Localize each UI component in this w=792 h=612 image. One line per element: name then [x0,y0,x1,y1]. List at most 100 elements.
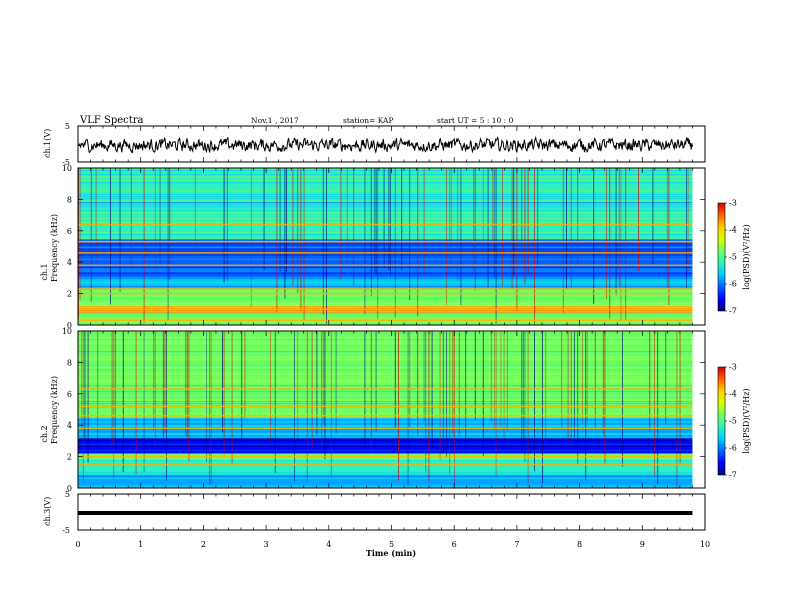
y-tick-label: -5 [62,526,70,535]
spectrogram-row [78,399,693,401]
spectrogram-streak [222,331,223,433]
spectrogram-streak [516,168,518,312]
emission-line [78,455,693,458]
spectrogram-row [78,250,693,252]
spectrogram-streak [442,331,444,453]
spectrogram-row [78,449,693,451]
spectrogram-streak [450,168,452,267]
spectrogram-row [78,190,693,192]
spectrogram-row [78,357,693,359]
spectrogram-streak [665,331,667,424]
spectrogram-streak [593,168,595,304]
spectrogram-streak [527,331,529,487]
spectrogram-row [78,180,693,182]
spectrogram-streak [375,168,377,275]
spectrogram-streak [114,331,116,450]
spectrogram-streak [388,168,390,271]
spectrogram-row [78,377,693,379]
colorbar-tick-label: -5 [729,417,737,426]
spectrogram-row [78,214,693,216]
spectrogram-streak [620,168,622,320]
spectrogram-streak [79,168,81,301]
spectrogram-streak [570,168,572,288]
spectrogram-streak [186,331,188,438]
spectrogram-streak [562,168,564,313]
spectrogram-streak [686,168,687,288]
spectrogram-row [78,411,693,413]
spectrogram-streak [353,168,355,286]
spectrogram-band [78,277,693,289]
start-time-label: start UT = 5 : 10 : 0 [437,116,514,125]
spectrogram-streak [270,331,271,443]
spectrogram-row [78,433,693,435]
spectrogram-row [78,333,693,335]
spectrogram-row [78,461,693,463]
spectrogram-streak [279,168,281,272]
spectrogram-streak [460,168,462,306]
spectrogram-streak [490,331,492,422]
spectrogram-row [78,365,693,367]
y-tick-label: 8 [67,195,72,204]
spectrogram-streak [449,168,451,274]
y-tick-label: -5 [62,158,70,167]
spectrogram-row [78,429,693,431]
spectrogram-row [78,174,693,176]
colorbar-label: log(PSD)(V²/Hz) [742,224,751,289]
spectrogram-streak [423,331,425,423]
spectrogram-streak [374,168,375,273]
spectrogram-streak [524,331,526,462]
spectrogram-row [78,170,693,172]
spectrogram-streak [311,331,313,450]
spectrogram-streak [423,168,425,277]
spectrogram-streak [263,168,265,271]
y-tick-label: 4 [67,258,72,267]
spectrogram-streak [130,168,132,270]
x-tick-label: 9 [640,540,645,549]
spectrogram-streak [284,168,286,299]
spectrogram-row [78,202,693,204]
spectrogram-row [78,475,693,477]
emission-line [78,251,693,254]
spectrogram-streak [409,331,411,428]
colorbar-gradient [717,202,726,312]
spectrogram-row [78,407,693,409]
spectrogram-row [78,194,693,196]
spectrogram-streak [567,331,569,441]
spectrogram-row [78,228,693,230]
spectrogram-row [78,232,693,234]
spectrogram-streak [194,168,196,257]
spectrogram-streak [506,331,508,431]
spectrogram-streak [409,168,411,301]
spectrogram-row [78,345,693,347]
spectrogram-streak [625,168,627,321]
spectrogram-streak [439,331,441,460]
y-tick-label: 10 [62,327,72,336]
spectrogram-streak [231,331,233,465]
spectrogram-row [78,285,693,288]
spectrogram-row [78,469,693,471]
spectrogram-row [78,479,693,481]
spectrogram-row [78,451,693,453]
spectrogram-row [78,353,693,355]
spectrogram-streak [449,331,451,474]
spectrogram-row [78,419,693,421]
spectrogram-row [78,355,693,357]
x-tick-label: 3 [264,540,269,549]
spectrogram-row [78,168,693,170]
spectrogram-row [78,279,693,282]
spectrogram-row [78,312,693,314]
spectrogram-row [78,459,693,461]
spectrogram-streak [326,168,327,324]
spectrogram-row [78,347,693,349]
spectrogram-streak [162,331,164,437]
spectrogram-row [78,234,693,236]
spectrogram-row [78,176,693,178]
spectrogram-row [78,178,693,180]
spectrogram-streak [537,168,539,269]
spectrogram-row [78,417,693,419]
spectrogram-streak [297,168,299,294]
spectrogram-row [78,435,693,437]
spectrogram-streak [577,168,579,264]
x-tick-label: 1 [138,540,143,549]
